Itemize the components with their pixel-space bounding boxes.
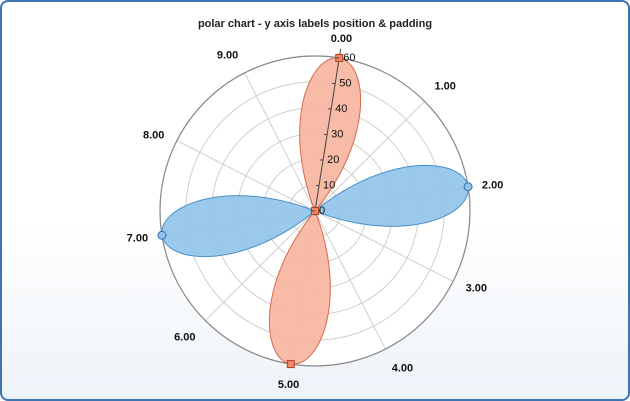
x-tick-label: 4.00: [392, 363, 413, 375]
x-tick-label: 5.00: [278, 379, 299, 391]
data-point-marker: [286, 360, 295, 369]
grid-spoke: [244, 72, 316, 212]
grid-spoke: [314, 101, 425, 212]
x-tick-label: 0.00: [331, 33, 352, 45]
y-tick-label: 20: [327, 154, 339, 166]
x-tick-label: 3.00: [466, 283, 487, 295]
y-tick-label: 0: [319, 205, 325, 217]
grid-spoke: [314, 210, 454, 282]
y-tick-label: 40: [335, 103, 347, 115]
chart-title: polar chart - y axis labels position & p…: [197, 18, 433, 30]
x-tick-label: 7.00: [127, 232, 148, 244]
data-point-marker: [157, 230, 167, 240]
x-tick-label: 1.00: [435, 80, 456, 92]
y-tick-label: 30: [331, 128, 343, 140]
x-tick-label: 8.00: [143, 129, 164, 141]
y-tick-label: 10: [323, 179, 335, 191]
outer-rim: [159, 55, 471, 367]
grid-spoke: [314, 210, 386, 350]
y-axis-line: [314, 48, 342, 212]
y-tick-label: 60: [343, 52, 355, 64]
x-tick-label: 9.00: [217, 49, 238, 61]
grid-spoke: [205, 210, 316, 321]
x-tick-label: 6.00: [174, 332, 195, 344]
data-point-marker: [463, 182, 473, 192]
y-tick-label: 50: [339, 77, 351, 89]
grid-spoke: [176, 140, 316, 212]
x-tick-label: 2.00: [482, 180, 503, 192]
